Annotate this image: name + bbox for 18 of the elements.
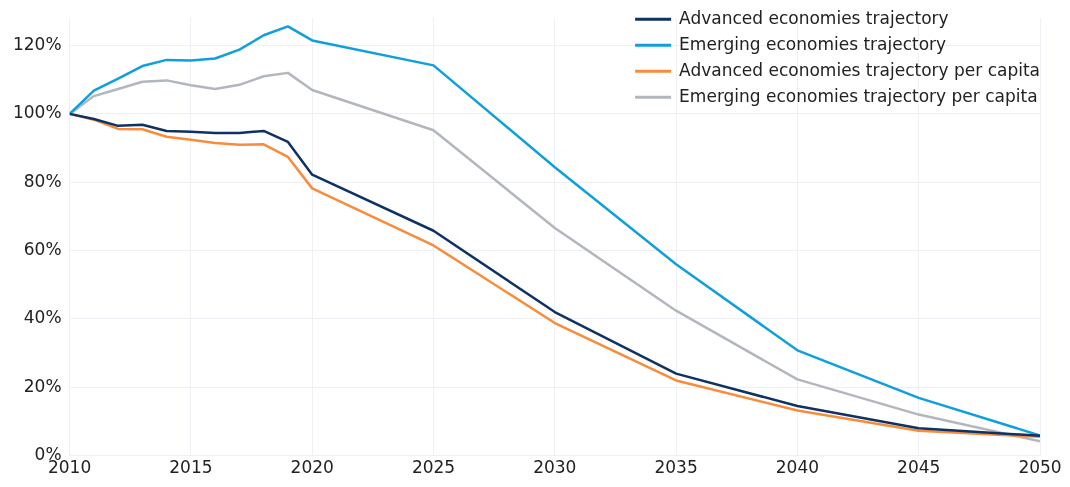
y-tick-label: 100%	[12, 102, 62, 123]
legend-label: Emerging economies trajectory	[679, 33, 947, 54]
x-tick-label: 2045	[897, 457, 941, 478]
y-tick-label: 60%	[23, 238, 62, 259]
x-tick-label: 2035	[654, 457, 698, 478]
y-tick-label: 40%	[23, 307, 62, 328]
y-tick-label: 20%	[23, 375, 62, 396]
x-tick-label: 2025	[411, 457, 456, 478]
y-tick-label: 120%	[12, 33, 62, 54]
x-tick-label: 2040	[775, 457, 820, 478]
x-tick-label: 2015	[169, 457, 213, 478]
legend-label: Advanced economies trajectory	[679, 7, 949, 28]
legend-label: Emerging economies trajectory per capita	[679, 85, 1038, 106]
x-tick-label: 2050	[1018, 457, 1062, 478]
x-tick-label: 2030	[533, 457, 577, 478]
x-tick-label: 2020	[290, 457, 334, 478]
legend-label: Advanced economies trajectory per capita	[679, 59, 1041, 80]
y-tick-label: 80%	[23, 170, 62, 191]
